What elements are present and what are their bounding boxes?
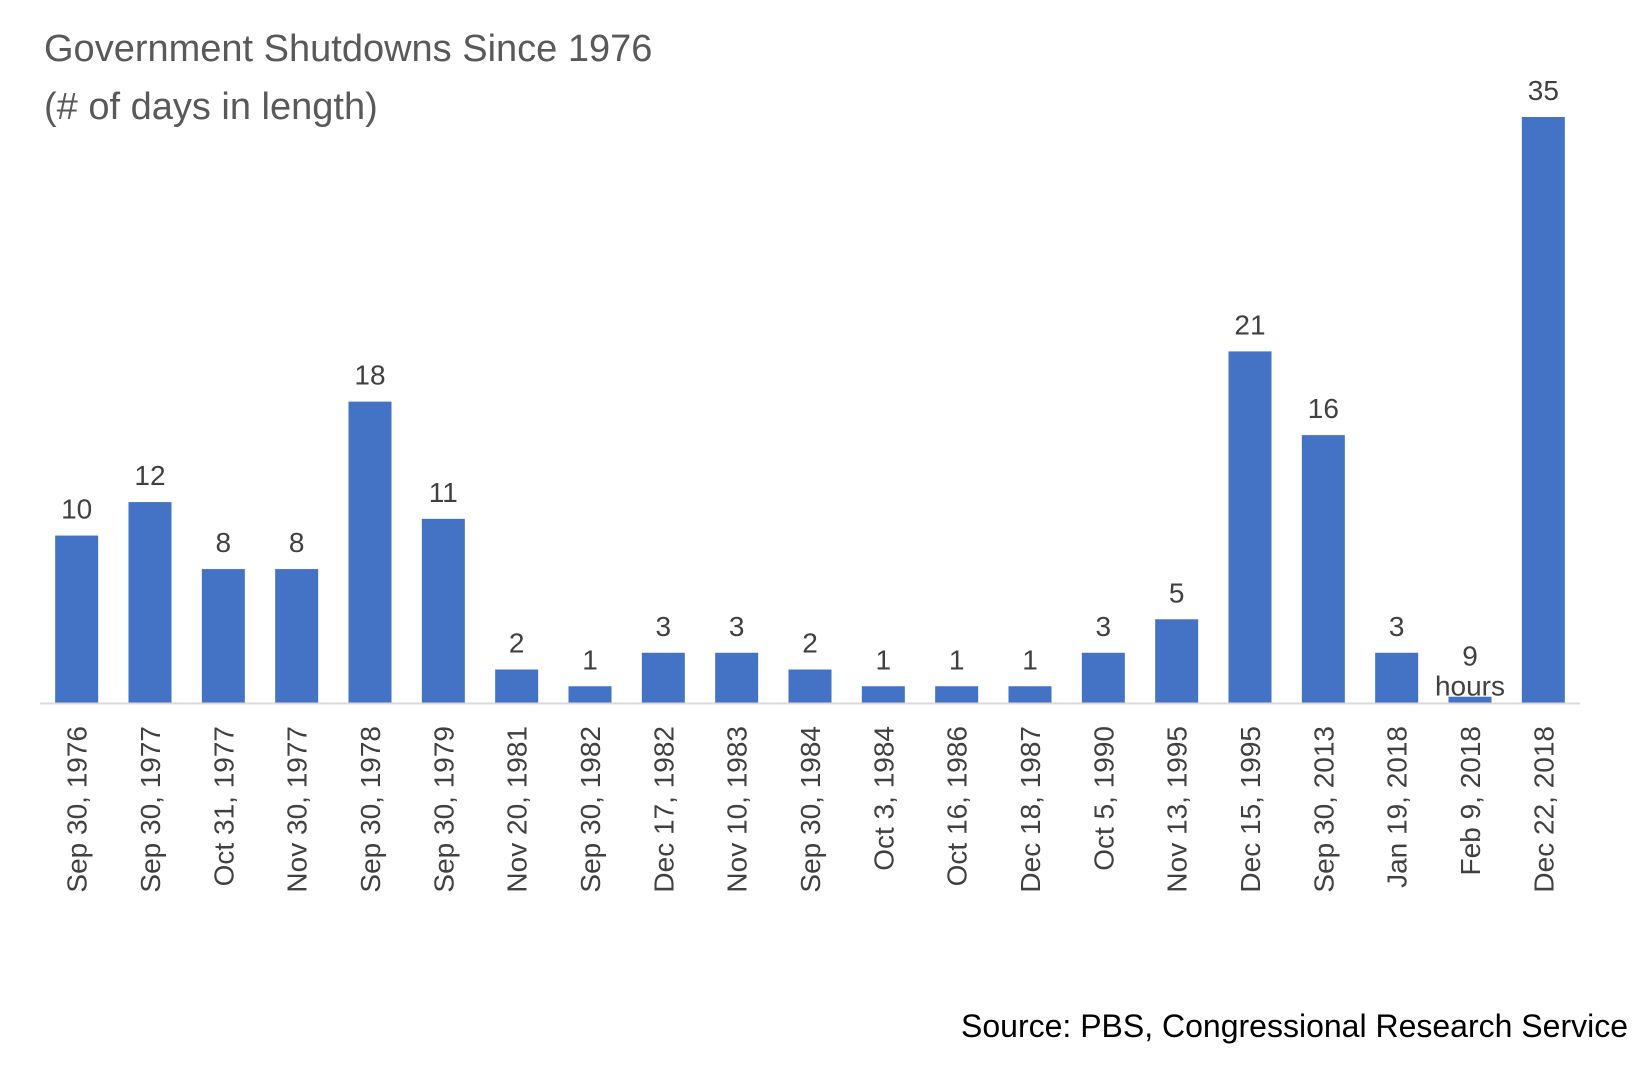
x-tick-label-17: Dec 15, 1995 bbox=[1235, 726, 1266, 893]
x-tick-label-12: Oct 3, 1984 bbox=[868, 726, 899, 871]
data-label-14: 1 bbox=[1022, 644, 1038, 675]
x-tick-label-16: Nov 13, 1995 bbox=[1162, 726, 1193, 893]
bar-1 bbox=[55, 535, 99, 703]
data-label-9: 3 bbox=[656, 611, 672, 642]
bar-3 bbox=[201, 569, 245, 703]
bar-19 bbox=[1375, 652, 1419, 703]
x-tick-label-6: Sep 30, 1979 bbox=[428, 726, 459, 893]
data-label-3: 8 bbox=[216, 527, 232, 558]
bar-11 bbox=[788, 669, 832, 703]
chart-subtitle: (# of days in length) bbox=[44, 86, 378, 128]
bar-18 bbox=[1301, 435, 1345, 703]
x-tick-label-20: Feb 9, 2018 bbox=[1455, 726, 1486, 875]
data-label-1: 10 bbox=[61, 494, 92, 525]
bar-8 bbox=[568, 686, 612, 703]
bar-13 bbox=[935, 686, 979, 703]
bar-12 bbox=[861, 686, 905, 703]
x-tick-label-9: Dec 17, 1982 bbox=[648, 726, 679, 893]
bar-21 bbox=[1521, 117, 1565, 703]
data-label-12: 1 bbox=[876, 644, 892, 675]
x-tick-label-10: Nov 10, 1983 bbox=[722, 726, 753, 893]
chart-title: Government Shutdowns Since 1976 bbox=[44, 28, 653, 70]
bar-7 bbox=[495, 669, 539, 703]
x-tick-label-4: Nov 30, 1977 bbox=[282, 726, 313, 893]
data-label-11: 2 bbox=[802, 628, 818, 659]
data-label-5: 18 bbox=[354, 360, 385, 391]
x-tick-label-8: Sep 30, 1982 bbox=[575, 726, 606, 893]
x-tick-label-19: Jan 19, 2018 bbox=[1382, 726, 1413, 888]
bar-6 bbox=[421, 518, 465, 703]
bar-4 bbox=[275, 569, 319, 703]
bar-5 bbox=[348, 401, 392, 703]
data-label-15: 3 bbox=[1096, 611, 1112, 642]
x-tick-label-18: Sep 30, 2013 bbox=[1308, 726, 1339, 893]
bar-17 bbox=[1228, 351, 1272, 703]
bar-10 bbox=[715, 652, 759, 703]
x-tick-label-7: Nov 20, 1981 bbox=[502, 726, 533, 893]
data-label-8: 1 bbox=[582, 644, 598, 675]
data-label-16: 5 bbox=[1169, 577, 1185, 608]
x-tick-label-3: Oct 31, 1977 bbox=[208, 726, 239, 886]
bar-15 bbox=[1081, 652, 1125, 703]
bar-16 bbox=[1155, 619, 1199, 703]
x-tick-label-1: Sep 30, 1976 bbox=[62, 726, 93, 893]
data-label-17: 21 bbox=[1234, 309, 1265, 340]
source-note: Source: PBS, Congressional Research Serv… bbox=[961, 1008, 1628, 1044]
x-tick-label-11: Sep 30, 1984 bbox=[795, 726, 826, 893]
x-tick-label-15: Oct 5, 1990 bbox=[1088, 726, 1119, 871]
data-label-13: 1 bbox=[949, 644, 965, 675]
bar-2 bbox=[128, 502, 172, 703]
data-label-20: 9 hours bbox=[1435, 641, 1505, 702]
data-label-19: 3 bbox=[1389, 611, 1405, 642]
x-tick-label-21: Dec 22, 2018 bbox=[1528, 726, 1559, 893]
data-label-2: 12 bbox=[134, 460, 165, 491]
data-label-18: 16 bbox=[1308, 393, 1339, 424]
x-tick-label-5: Sep 30, 1978 bbox=[355, 726, 386, 893]
x-tick-label-13: Oct 16, 1986 bbox=[942, 726, 973, 886]
data-label-6: 11 bbox=[429, 477, 458, 508]
x-tick-label-2: Sep 30, 1977 bbox=[135, 726, 166, 893]
x-tick-label-14: Dec 18, 1987 bbox=[1015, 726, 1046, 893]
bar-20 bbox=[1448, 696, 1492, 703]
data-label-4: 8 bbox=[289, 527, 305, 558]
bar-14 bbox=[1008, 686, 1052, 703]
data-label-10: 3 bbox=[729, 611, 745, 642]
bar-9 bbox=[641, 652, 685, 703]
data-label-21: 35 bbox=[1528, 75, 1559, 106]
data-label-7: 2 bbox=[509, 628, 525, 659]
